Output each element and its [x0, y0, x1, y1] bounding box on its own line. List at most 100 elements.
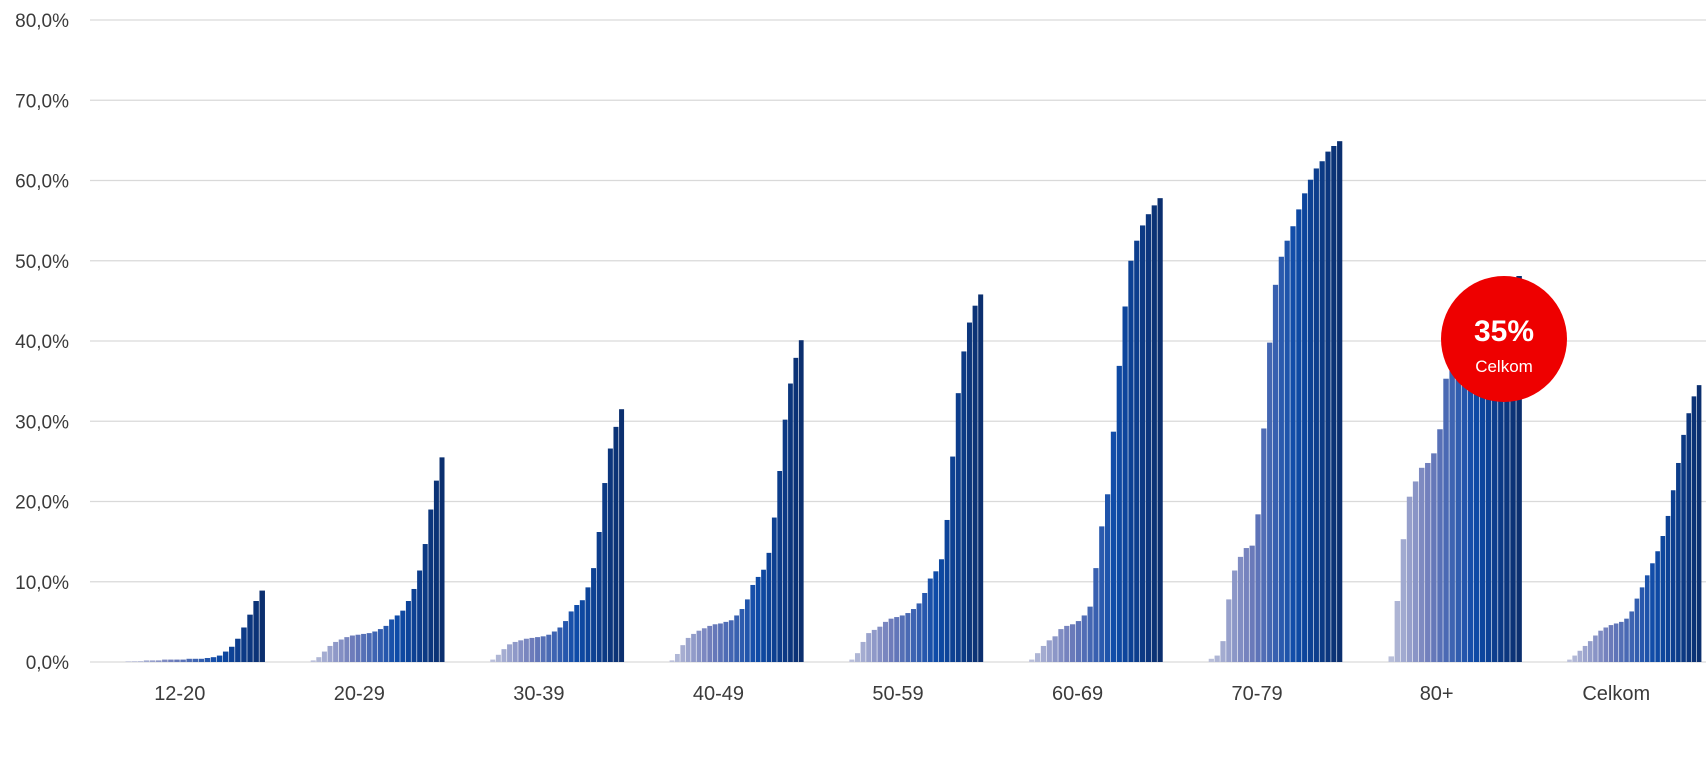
bar — [1582, 645, 1588, 662]
bar — [501, 649, 507, 662]
bar — [739, 609, 745, 662]
bar — [933, 571, 939, 662]
bar — [1691, 396, 1697, 662]
bar — [1498, 290, 1504, 662]
bar — [422, 544, 428, 662]
bar — [405, 601, 411, 662]
bar — [507, 644, 513, 662]
bar — [1134, 240, 1140, 662]
bar — [788, 383, 793, 662]
bar — [944, 519, 950, 662]
y-tick-label: 70,0% — [15, 91, 69, 112]
bar — [1267, 342, 1273, 662]
bar — [1572, 655, 1577, 662]
bar — [1232, 570, 1238, 662]
y-tick-label: 10,0% — [15, 573, 69, 594]
bar — [192, 658, 198, 662]
bar — [910, 609, 916, 662]
bars — [125, 141, 1702, 663]
bar — [866, 633, 872, 662]
bar — [1504, 284, 1510, 662]
bar — [327, 645, 333, 662]
bar — [1064, 625, 1070, 662]
bar — [1577, 650, 1583, 662]
y-tick-label: 40,0% — [15, 332, 69, 353]
bar — [321, 651, 327, 662]
bar — [877, 626, 883, 662]
bar — [728, 620, 734, 662]
bar — [938, 559, 944, 662]
bar — [210, 657, 217, 662]
bar — [1567, 659, 1572, 662]
bar — [1243, 548, 1249, 662]
bar — [355, 634, 361, 662]
bar — [568, 611, 574, 662]
bar — [849, 659, 855, 662]
bar — [333, 641, 339, 662]
bar — [798, 340, 804, 662]
bar — [574, 605, 580, 662]
bar — [529, 637, 535, 662]
bar — [1681, 434, 1686, 662]
bar — [591, 568, 597, 662]
bar — [894, 617, 900, 662]
bar — [1255, 514, 1261, 662]
bar — [1443, 378, 1449, 662]
bar — [922, 592, 928, 662]
bar — [707, 625, 713, 662]
bar — [1220, 641, 1226, 662]
bar — [131, 661, 138, 662]
bar — [691, 633, 696, 662]
y-tick-label: 80,0% — [15, 11, 69, 32]
bar — [1105, 494, 1111, 662]
bar — [222, 651, 229, 662]
bar — [888, 618, 894, 662]
x-tick-label: 40-49 — [693, 683, 744, 705]
bar — [1046, 640, 1052, 662]
x-tick-label: 50-59 — [872, 683, 923, 705]
bar — [198, 658, 205, 662]
bar — [247, 614, 253, 662]
bar — [871, 629, 877, 662]
bar — [1325, 151, 1331, 663]
bar — [1122, 306, 1128, 662]
bar — [186, 658, 192, 662]
bar — [149, 660, 156, 662]
bar — [1449, 361, 1455, 662]
bar — [377, 629, 383, 662]
x-tick-label: Celkom — [1582, 683, 1650, 705]
bar — [1388, 656, 1395, 662]
bar — [1650, 563, 1655, 662]
x-tick-label: 12-20 — [154, 683, 205, 705]
bar — [1290, 226, 1296, 663]
bar — [1412, 481, 1419, 662]
bar — [712, 624, 718, 662]
bar — [1665, 515, 1671, 662]
bar — [1461, 341, 1468, 662]
bar — [950, 456, 956, 662]
bar — [1128, 260, 1134, 662]
bar — [771, 517, 777, 662]
bar — [1331, 145, 1337, 663]
bar — [1608, 625, 1614, 662]
bar — [389, 619, 395, 662]
bar — [1087, 606, 1093, 662]
bar — [1485, 304, 1492, 662]
bar — [411, 588, 417, 662]
bar — [1655, 551, 1660, 662]
bar — [1437, 429, 1443, 662]
bar — [338, 639, 344, 662]
y-tick-label: 60,0% — [15, 172, 69, 193]
bar — [669, 660, 675, 662]
bar — [523, 638, 529, 662]
bar — [1686, 413, 1692, 662]
bar — [882, 621, 888, 663]
x-tick-label: 30-39 — [513, 683, 564, 705]
bar — [428, 509, 434, 662]
bar — [723, 621, 729, 663]
bar — [1093, 568, 1099, 662]
bar — [1418, 467, 1425, 662]
bar — [1467, 332, 1474, 662]
bar — [1696, 385, 1702, 662]
bar — [512, 641, 518, 662]
